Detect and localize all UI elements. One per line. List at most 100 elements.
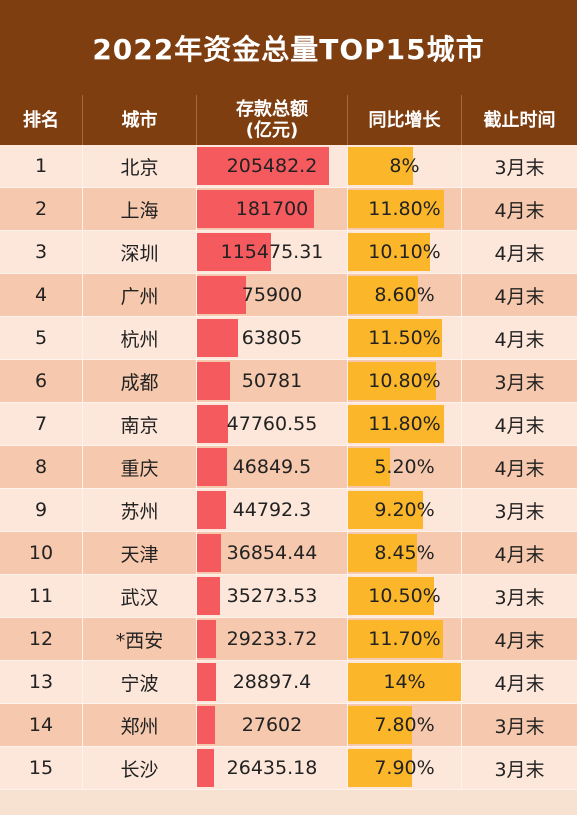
table-row: 7 南京 47760.55 11.80% 4月末	[0, 403, 577, 446]
rank-cell: 1	[34, 155, 48, 177]
deposit-value-label: 63805	[241, 327, 303, 349]
cutoff-cell: 4月末	[461, 532, 577, 574]
growth-value-label: 10.80%	[368, 370, 441, 392]
deposit-value-label: 205482.2	[226, 155, 318, 177]
growth-bar	[348, 706, 412, 744]
city-cell: *西安	[82, 618, 196, 660]
city-cell: 宁波	[82, 661, 196, 703]
deposit-bar	[197, 620, 216, 658]
growth-bar	[348, 276, 418, 314]
header-city: 城市	[82, 95, 196, 145]
rank-cell: 12	[28, 628, 54, 650]
deposit-bar	[197, 362, 230, 400]
growth-bar	[348, 448, 390, 486]
growth-cell: 14%	[347, 661, 462, 703]
city-cell: 深圳	[82, 231, 196, 273]
header-cutoff: 截止时间	[461, 95, 577, 145]
rank-cell: 3	[34, 241, 48, 263]
cutoff-cell: 4月末	[461, 446, 577, 488]
deposit-value-label: 50781	[241, 370, 303, 392]
deposit-value-label: 28897.4	[232, 671, 312, 693]
growth-value-label: 9.20%	[374, 499, 435, 521]
deposit-cell: 47760.55	[196, 403, 347, 445]
growth-value-label: 8%	[389, 155, 420, 177]
header-deposit-label: 存款总额	[236, 99, 308, 120]
growth-bar	[348, 233, 430, 271]
growth-value-label: 8.45%	[374, 542, 435, 564]
deposit-bar	[197, 577, 220, 615]
deposit-bar	[197, 147, 329, 185]
cutoff-cell: 3月末	[461, 360, 577, 402]
table-row: 2 上海 181700 11.80% 4月末	[0, 188, 577, 231]
growth-cell: 8%	[347, 145, 461, 187]
table-row: 12 *西安 29233.72 11.70% 4月末	[0, 618, 577, 661]
growth-value-label: 10.50%	[368, 585, 441, 607]
city-cell: 武汉	[82, 575, 196, 617]
growth-cell: 9.20%	[347, 489, 461, 531]
city-cell: 重庆	[82, 446, 196, 488]
deposit-bar	[197, 448, 227, 486]
table-row: 9 苏州 44792.3 9.20% 3月末	[0, 489, 577, 532]
growth-value-label: 7.90%	[374, 757, 435, 779]
city-cell: 天津	[82, 532, 196, 574]
deposit-cell: 35273.53	[196, 575, 347, 617]
growth-value-label: 11.50%	[368, 327, 441, 349]
table-row: 1 北京 205482.2 8% 3月末	[0, 145, 577, 188]
deposit-bar	[197, 706, 215, 744]
title-bar: 2022年资金总量TOP15城市	[0, 0, 577, 95]
deposit-cell: 75900	[196, 274, 347, 316]
growth-cell: 8.45%	[347, 532, 461, 574]
deposit-bar	[197, 319, 238, 357]
growth-bar	[348, 319, 442, 357]
growth-cell: 11.70%	[347, 618, 461, 660]
growth-value-label: 10.10%	[368, 241, 441, 263]
rank-cell: 15	[28, 757, 54, 779]
deposit-value-label: 27602	[241, 714, 303, 736]
deposit-bar	[197, 491, 226, 529]
growth-bar	[348, 663, 462, 701]
growth-cell: 10.50%	[347, 575, 461, 617]
table-row: 6 成都 50781 10.80% 3月末	[0, 360, 577, 403]
deposit-cell: 115475.31	[196, 231, 347, 273]
table-row: 4 广州 75900 8.60% 4月末	[0, 274, 577, 317]
growth-bar	[348, 491, 423, 529]
deposit-value-label: 75900	[241, 284, 303, 306]
deposit-value-label: 47760.55	[226, 413, 318, 435]
growth-value-label: 11.80%	[368, 413, 441, 435]
growth-bar	[348, 749, 412, 787]
city-cell: 成都	[82, 360, 196, 402]
cutoff-cell: 4月末	[461, 661, 577, 703]
table-row: 3 深圳 115475.31 10.10% 4月末	[0, 231, 577, 274]
deposit-value-label: 35273.53	[226, 585, 318, 607]
deposit-value-label: 115475.31	[220, 241, 324, 263]
growth-cell: 11.50%	[347, 317, 461, 359]
growth-value-label: 14%	[383, 671, 426, 693]
city-cell: 南京	[82, 403, 196, 445]
deposit-cell: 50781	[196, 360, 347, 402]
rank-cell: 6	[34, 370, 48, 392]
city-cell: 上海	[82, 188, 196, 230]
table-row: 14 郑州 27602 7.80% 3月末	[0, 704, 577, 747]
cutoff-cell: 4月末	[461, 231, 577, 273]
growth-value-label: 5.20%	[374, 456, 435, 478]
table-row: 13 宁波 28897.4 14% 4月末	[0, 661, 577, 704]
growth-cell: 11.80%	[347, 188, 461, 230]
deposit-bar	[197, 190, 314, 228]
table-row: 11 武汉 35273.53 10.50% 3月末	[0, 575, 577, 618]
deposit-cell: 29233.72	[196, 618, 347, 660]
cutoff-cell: 3月末	[461, 575, 577, 617]
rank-cell: 10	[28, 542, 54, 564]
deposit-bar	[197, 233, 271, 271]
city-cell: 苏州	[82, 489, 196, 531]
chart-title: 2022年资金总量TOP15城市	[92, 32, 485, 66]
cutoff-cell: 4月末	[461, 403, 577, 445]
growth-value-label: 8.60%	[374, 284, 435, 306]
deposit-cell: 36854.44	[196, 532, 347, 574]
deposit-value-label: 181700	[235, 198, 309, 220]
table-row: 10 天津 36854.44 8.45% 4月末	[0, 532, 577, 575]
deposit-value-label: 44792.3	[232, 499, 312, 521]
deposit-bar	[197, 405, 228, 443]
deposit-cell: 63805	[196, 317, 347, 359]
city-cell: 广州	[82, 274, 196, 316]
growth-cell: 7.80%	[347, 704, 461, 746]
